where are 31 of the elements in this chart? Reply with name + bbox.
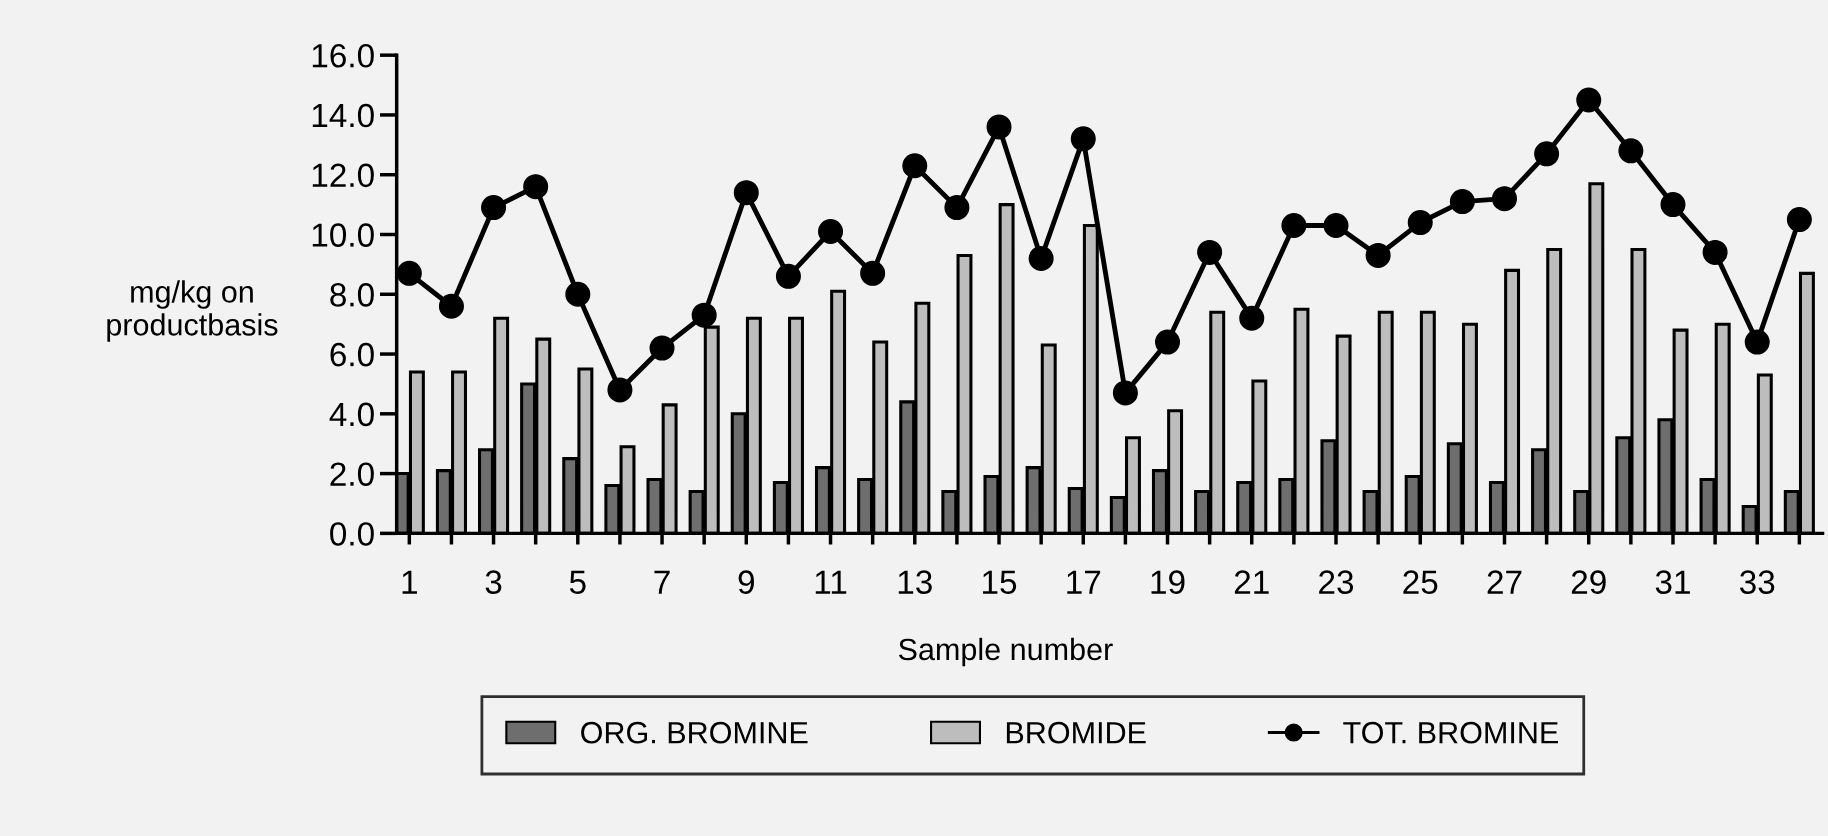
y-tick-label: 6.0 — [330, 342, 374, 367]
y-tick-label: 4.0 — [329, 402, 374, 427]
x-tick-label: 7 — [654, 570, 670, 594]
y-tick-label: 2.0 — [330, 462, 374, 486]
x-tick-label: 21 — [1234, 570, 1269, 594]
x-tick-label: 25 — [1403, 570, 1438, 594]
y-tick-label: 8.0 — [330, 283, 374, 307]
legend-label: BROMIDE — [1006, 721, 1146, 744]
x-tick-label: 19 — [1151, 570, 1185, 594]
y-tick-label: 0.0 — [330, 522, 374, 546]
x-tick-label: 3 — [485, 570, 502, 594]
y-tick-label: 12.0 — [312, 163, 374, 188]
x-tick-label: 23 — [1319, 570, 1354, 594]
legend-label: ORG. BROMINE — [581, 721, 808, 744]
x-tick-label: 11 — [815, 570, 847, 594]
y-axis-title: mg/kg on productbasis — [107, 280, 278, 342]
y-tick-label: 16.0 — [312, 43, 374, 68]
x-tick-label: 13 — [898, 570, 932, 594]
x-tick-label: 31 — [1655, 570, 1690, 594]
y-tick-label: 14.0 — [312, 103, 374, 128]
x-tick-label: 9 — [738, 570, 754, 594]
x-tick-label: 27 — [1487, 570, 1522, 594]
x-axis-title: Sample number — [898, 637, 1113, 667]
legend-label: TOT. BROMINE — [1343, 721, 1558, 744]
x-tick-label: 33 — [1739, 570, 1775, 594]
x-tick-label: 29 — [1571, 570, 1606, 594]
y-tick-label: 10.0 — [312, 223, 374, 247]
x-tick-label: 5 — [569, 570, 586, 594]
x-tick-label: 15 — [983, 570, 1017, 594]
x-tick-label: 1 — [402, 570, 417, 594]
x-tick-label: 17 — [1067, 570, 1101, 594]
